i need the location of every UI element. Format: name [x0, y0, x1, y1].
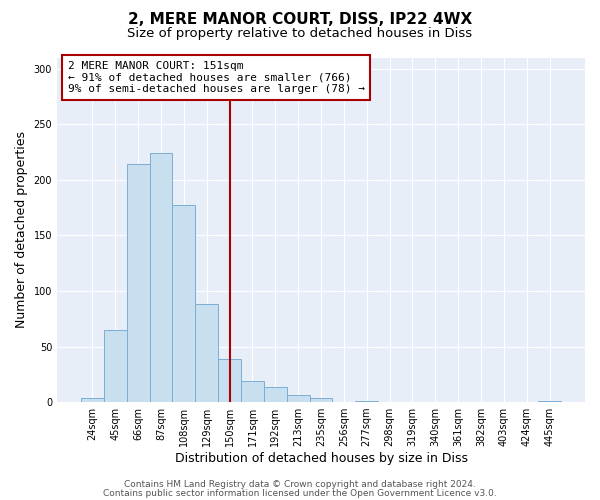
- Bar: [81, 398, 104, 402]
- Bar: [264, 386, 287, 402]
- Text: 2, MERE MANOR COURT, DISS, IP22 4WX: 2, MERE MANOR COURT, DISS, IP22 4WX: [128, 12, 472, 28]
- Text: Contains HM Land Registry data © Crown copyright and database right 2024.: Contains HM Land Registry data © Crown c…: [124, 480, 476, 489]
- Bar: [355, 401, 378, 402]
- Y-axis label: Number of detached properties: Number of detached properties: [15, 132, 28, 328]
- Bar: [196, 304, 218, 402]
- Bar: [149, 153, 172, 402]
- Bar: [104, 330, 127, 402]
- X-axis label: Distribution of detached houses by size in Diss: Distribution of detached houses by size …: [175, 452, 467, 465]
- Bar: [310, 398, 332, 402]
- Bar: [127, 164, 149, 402]
- Bar: [172, 206, 196, 402]
- Bar: [241, 381, 264, 402]
- Bar: [287, 396, 310, 402]
- Text: Size of property relative to detached houses in Diss: Size of property relative to detached ho…: [127, 28, 473, 40]
- Bar: [218, 358, 241, 402]
- Bar: [538, 401, 561, 402]
- Text: 2 MERE MANOR COURT: 151sqm
← 91% of detached houses are smaller (766)
9% of semi: 2 MERE MANOR COURT: 151sqm ← 91% of deta…: [68, 61, 365, 94]
- Text: Contains public sector information licensed under the Open Government Licence v3: Contains public sector information licen…: [103, 488, 497, 498]
